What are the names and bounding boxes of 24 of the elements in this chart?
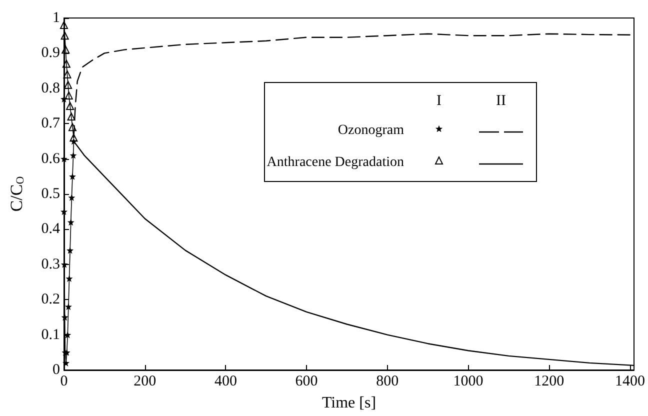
x-tick-label: 800 [376, 374, 399, 390]
y-tick-label: 0.1 [41, 326, 60, 343]
annotation: I [436, 92, 442, 110]
y-tick-label: 0 [52, 362, 60, 378]
annotation: II [495, 92, 507, 110]
x-tick-label: 400 [214, 374, 237, 390]
legend-label: Anthracene Degradation [266, 154, 405, 172]
y-tick-label: 0.4 [41, 221, 60, 238]
y-tick-label: 0.6 [41, 150, 60, 167]
x-tick-label: 200 [134, 374, 156, 390]
y-tick-label: 0.3 [41, 256, 60, 272]
legend-label: Ozonogram [336, 122, 405, 140]
y-tick-label: 0.9 [41, 45, 60, 62]
x-tick-label: 1000 [453, 374, 484, 390]
x-axis-title: Time [s] [322, 394, 376, 412]
x-tick-label: 600 [295, 374, 318, 390]
y-tick-label: 0.5 [41, 186, 60, 202]
y-tick-label: 0.8 [41, 80, 60, 96]
x-tick-label: 1200 [534, 374, 564, 390]
y-axis-title: C/CO [7, 176, 26, 212]
y-tick-label: 0.7 [41, 116, 60, 132]
x-tick-label: 1400 [614, 374, 645, 390]
y-tick-label: 1 [52, 10, 60, 26]
y-tick-label: 0.2 [41, 292, 60, 308]
